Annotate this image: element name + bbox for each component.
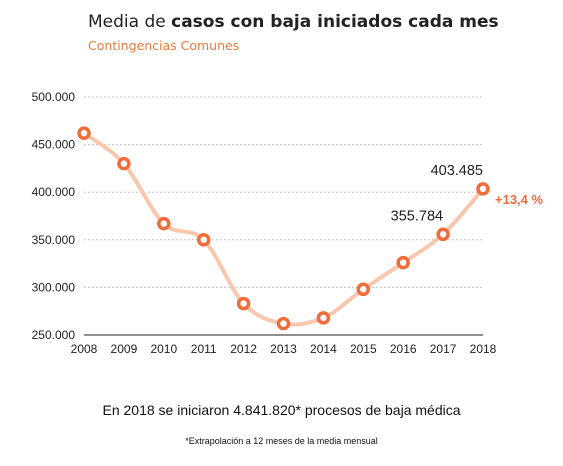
chart-title-prefix: Media de — [88, 12, 166, 32]
chart-title: Media de casos con baja iniciados cada m… — [88, 12, 499, 32]
x-tick-label: 2018 — [470, 342, 497, 356]
data-point — [476, 182, 490, 196]
data-point — [356, 282, 371, 297]
data-point — [396, 255, 410, 270]
y-tick-label: 400.000 — [32, 185, 76, 199]
data-points — [77, 126, 490, 331]
y-tick-label: 350.000 — [32, 233, 76, 247]
x-tick-label: 2016 — [390, 342, 417, 356]
x-tick-label: 2017 — [430, 342, 457, 356]
y-axis: 250.000 300.000 350.000 400.000 450.000 500.0… — [32, 90, 76, 342]
footnote: *Extrapolación a 12 meses de la media me… — [185, 436, 378, 446]
x-tick-label: 2015 — [350, 342, 377, 356]
data-label: 355.784 — [391, 208, 443, 224]
data-point — [157, 216, 171, 231]
x-tick-label: 2010 — [150, 342, 177, 356]
x-tick-label: 2013 — [270, 342, 297, 356]
data-point — [316, 311, 331, 325]
change-annotation: +13,4 % — [495, 192, 544, 207]
y-tick-label: 250.000 — [32, 328, 76, 342]
data-point — [276, 316, 291, 331]
chart-title-bold: casos con baja iniciados cada mes — [171, 12, 499, 32]
grid-lines — [84, 96, 483, 336]
x-tick-label: 2011 — [191, 342, 217, 356]
line-chart: 250.000 300.000 350.000 400.000 450.000 500.0… — [32, 90, 544, 356]
y-tick-label: 300.000 — [32, 280, 76, 294]
x-tick-label: 2014 — [310, 342, 337, 356]
series-line — [82, 131, 485, 327]
data-point — [436, 227, 450, 242]
x-axis: 2008 2009 2010 2011 2012 2013 2014 2015 2016 2017… — [71, 342, 497, 356]
y-tick-label: 450.000 — [32, 138, 76, 152]
chart-subtitle: Contingencias Comunes — [88, 38, 240, 53]
data-labels: 355.784 403.485 +13,4 % — [391, 163, 544, 224]
data-point — [77, 126, 91, 140]
summary-text: En 2018 se iniciaron 4.841.820* procesos… — [102, 402, 461, 418]
data-point — [117, 156, 131, 171]
data-point — [196, 233, 211, 247]
x-tick-label: 2012 — [230, 342, 257, 356]
x-tick-label: 2009 — [111, 342, 138, 356]
y-tick-label: 500.000 — [32, 90, 76, 104]
data-label: 403.485 — [431, 163, 483, 179]
x-tick-label: 2008 — [71, 342, 98, 356]
data-point — [236, 296, 251, 311]
